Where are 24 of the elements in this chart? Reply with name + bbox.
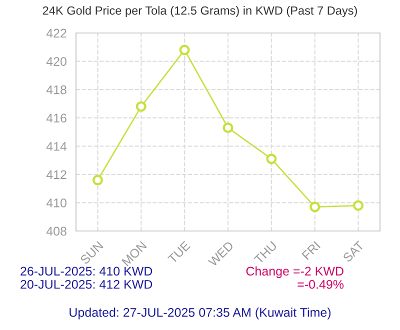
x-tick-label: TUE (167, 240, 191, 264)
y-tick-label: 422 (46, 28, 66, 38)
point (310, 202, 320, 212)
x-tick-label: FRI (302, 241, 320, 260)
point (266, 154, 277, 164)
text: =-0.49% (298, 280, 344, 289)
x-tick-label: SAT (342, 240, 365, 263)
chart-title: 24K Gold Price per Tola (12.5 Grams) in KWD (Past 7 Days) (42, 6, 357, 18)
text: Updated: 27-JUL-2025 07:35 AM (Kuwait Time) (70, 308, 331, 320)
y-tick-label: 416 (46, 114, 66, 123)
text: 26-JUL-2025: 410 KWD (20, 266, 152, 276)
y-tick-label: 420 (46, 57, 66, 66)
point (179, 44, 190, 56)
point (353, 200, 364, 211)
text: Change =-2 KWD (246, 266, 344, 278)
y-tick-label: 414 (46, 142, 67, 151)
point (136, 101, 146, 112)
y-tick-label: 418 (46, 85, 66, 94)
y-tick-label: 408 (46, 226, 66, 236)
y-tick-label: 410 (46, 198, 66, 208)
text: 20-JUL-2025: 412 KWD (20, 280, 152, 289)
y-tick-label: 412 (46, 170, 66, 179)
point (92, 174, 103, 186)
point (222, 122, 234, 134)
